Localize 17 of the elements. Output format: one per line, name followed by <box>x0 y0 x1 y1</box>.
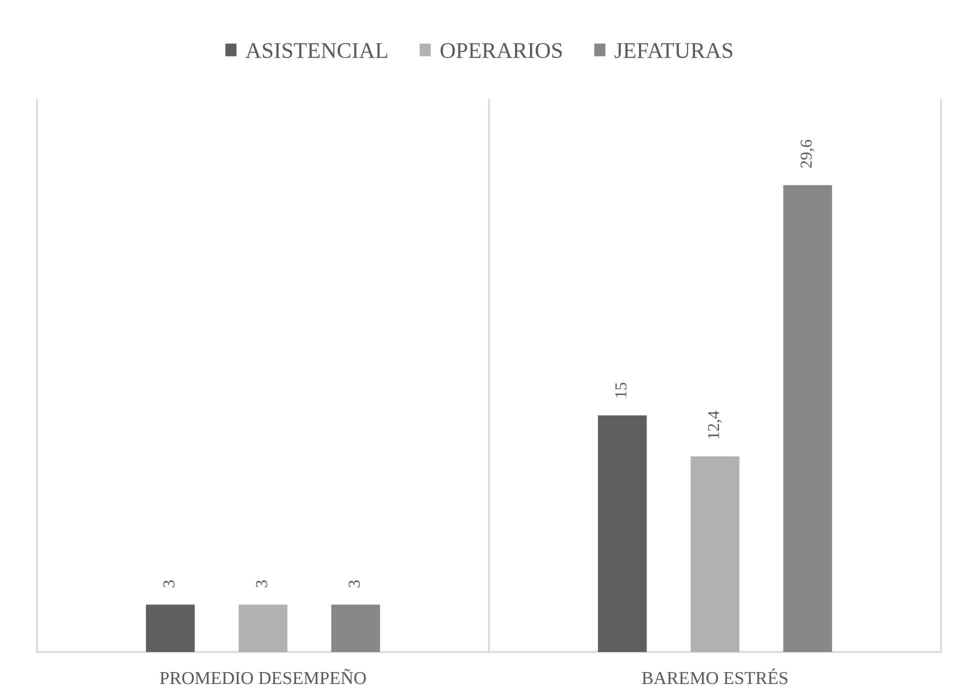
data-label: 12,4 <box>708 410 722 438</box>
bar <box>783 185 832 652</box>
data-label: 15 <box>615 382 627 398</box>
bar <box>146 604 195 652</box>
x-tick-label: PROMEDIO DESEMPEÑO <box>160 668 366 684</box>
legend-label: ASISTENCIAL <box>246 43 388 58</box>
x-tick-label: BAREMO ESTRÉS <box>642 668 788 684</box>
data-label: 3 <box>163 580 175 588</box>
bar <box>598 415 647 652</box>
bar <box>690 456 740 652</box>
bar <box>331 604 380 652</box>
bar <box>238 604 288 652</box>
data-label: 3 <box>256 580 268 588</box>
data-label: 3 <box>348 580 360 588</box>
legend-label: JEFATURAS <box>614 43 732 58</box>
legend-label: OPERARIOS <box>440 43 562 58</box>
data-label: 29,6 <box>800 140 814 168</box>
